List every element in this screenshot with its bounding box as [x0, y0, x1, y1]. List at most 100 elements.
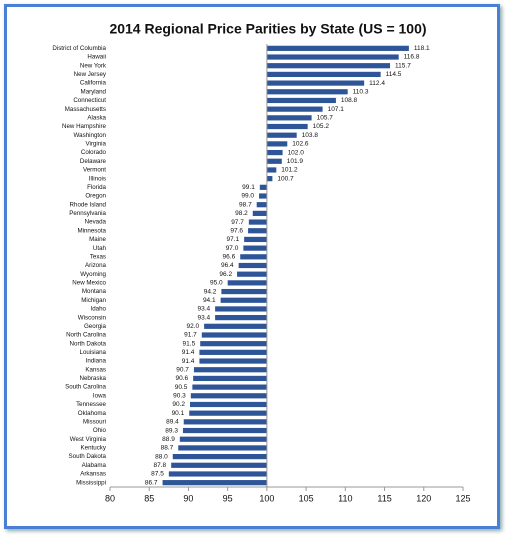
bar: [252, 210, 267, 216]
bar: [171, 462, 267, 468]
bar: [193, 367, 267, 373]
value-label: 89.3: [165, 427, 178, 434]
y-tick-label: New Jersey: [74, 71, 107, 78]
bar: [266, 89, 348, 95]
y-tick-label: Utah: [93, 245, 107, 252]
value-label: 90.5: [175, 384, 188, 391]
value-label: 87.8: [154, 462, 167, 469]
value-label: 98.7: [239, 201, 252, 208]
value-label: 118.1: [414, 45, 430, 52]
value-label: 115.7: [395, 62, 411, 69]
y-tick-label: Louisiana: [80, 349, 107, 356]
x-tick-label: 110: [338, 493, 352, 503]
bar: [266, 123, 308, 130]
bar: [199, 349, 267, 355]
bar: [266, 45, 409, 51]
value-label: 91.4: [182, 349, 195, 356]
y-tick-label: Missouri: [83, 418, 106, 425]
y-tick-label: Idaho: [91, 306, 107, 313]
bar: [266, 132, 297, 138]
bar: [237, 271, 267, 277]
y-tick-label: Washington: [74, 132, 107, 139]
value-label: 94.1: [203, 297, 216, 304]
value-label: 95.0: [210, 280, 223, 287]
value-label: 101.2: [281, 167, 298, 174]
y-tick-label: Colorado: [81, 149, 107, 156]
bar: [168, 471, 267, 477]
bar: [193, 375, 267, 382]
bar: [182, 427, 267, 434]
value-label: 107.1: [328, 106, 345, 113]
value-label: 97.7: [231, 219, 244, 226]
y-tick-label: Nebraska: [80, 375, 107, 382]
bar: [215, 306, 267, 312]
y-tick-label: California: [80, 80, 107, 87]
y-tick-label: Wisconsin: [78, 314, 107, 321]
value-label: 101.9: [287, 158, 304, 165]
y-tick-label: Rhode Island: [70, 201, 107, 208]
value-label: 90.1: [172, 410, 185, 417]
x-tick-label: 100: [259, 493, 274, 503]
value-label: 90.3: [173, 393, 186, 400]
bar: [266, 54, 399, 60]
y-tick-label: Tennessee: [76, 401, 106, 408]
value-label: 93.4: [197, 314, 210, 321]
value-label: 98.2: [235, 210, 248, 217]
value-label: 88.9: [162, 436, 175, 443]
y-tick-label: Indiana: [86, 358, 107, 365]
value-label: 92.0: [186, 323, 199, 330]
y-tick-label: New Mexico: [72, 280, 106, 287]
bar: [201, 332, 267, 338]
y-tick-label: Massachusetts: [65, 106, 106, 113]
value-label: 91.4: [182, 358, 195, 365]
y-tick-label: Hawaii: [87, 54, 106, 61]
bar: [266, 97, 336, 104]
value-label: 114.5: [386, 71, 402, 78]
y-tick-label: Virginia: [85, 141, 106, 148]
value-label: 93.4: [197, 306, 210, 313]
y-tick-label: South Carolina: [65, 384, 106, 391]
bar: [256, 202, 267, 208]
bar: [238, 262, 267, 269]
bar: [266, 115, 312, 121]
y-tick-label: Wyoming: [80, 271, 106, 278]
x-tick-label: 95: [223, 493, 233, 503]
y-tick-label: New Hampshire: [62, 123, 107, 130]
y-tick-label: New York: [80, 62, 107, 69]
bar: [178, 445, 267, 451]
y-tick-label: West Virginia: [70, 436, 107, 443]
y-tick-label: Delaware: [80, 158, 107, 165]
x-tick-label: 80: [105, 493, 115, 503]
bar: [266, 80, 365, 86]
bar: [183, 419, 267, 425]
value-label: 116.8: [404, 54, 420, 61]
chart-title: 2014 Regional Price Parities by State (U…: [109, 21, 426, 37]
value-label: 110.3: [353, 88, 369, 95]
value-label: 88.0: [155, 453, 168, 460]
value-label: 103.8: [302, 132, 319, 139]
value-label: 91.5: [183, 340, 196, 347]
y-tick-label: Maryland: [81, 88, 107, 95]
y-tick-label: Nevada: [85, 219, 107, 226]
bar: [190, 393, 267, 399]
y-tick-label: Vermont: [83, 167, 106, 174]
value-label: 97.0: [226, 245, 239, 252]
bar: [215, 315, 267, 321]
bar: [189, 410, 267, 416]
value-label: 90.2: [172, 401, 185, 408]
y-tick-label: Minnesota: [77, 227, 106, 234]
value-label: 96.6: [223, 254, 236, 261]
y-tick-label: Mississippi: [76, 479, 106, 486]
x-tick-label: 85: [144, 493, 154, 503]
y-tick-label: Illinois: [89, 175, 106, 182]
bar: [243, 245, 267, 251]
y-tick-label: District of Columbia: [52, 45, 106, 52]
x-tick-label: 125: [455, 493, 470, 503]
y-tick-label: Pennsylvania: [69, 210, 106, 217]
y-tick-label: Iowa: [93, 392, 107, 399]
value-label: 97.6: [230, 227, 243, 234]
y-tick-label: Montana: [82, 288, 107, 295]
value-label: 94.2: [204, 288, 217, 295]
bar: [179, 436, 267, 442]
